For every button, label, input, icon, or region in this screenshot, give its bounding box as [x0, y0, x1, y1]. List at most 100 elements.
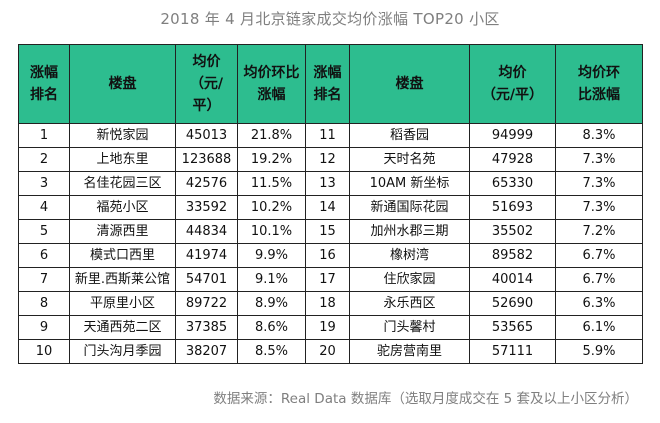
table-title: 2018 年 4 月北京链家成交均价涨幅 TOP20 小区 [160, 10, 500, 28]
change-cell: 7.3% [555, 195, 643, 220]
price-cell: 37385 [175, 315, 238, 340]
rank-cell: 2 [18, 147, 70, 172]
rank-cell: 19 [305, 315, 350, 340]
estate-name-cell: 平原里小区 [69, 291, 176, 316]
rank-cell: 14 [305, 195, 350, 220]
data-source-note: 数据来源：Real Data 数据库（选取月度成交在 5 套及以上小区分析） [213, 391, 638, 407]
change-cell: 9.9% [237, 243, 306, 268]
estate-name-cell: 稻香园 [349, 123, 470, 148]
table-row: 2 上地东里 123688 19.2% 12 天时名苑 47928 7.3% [18, 147, 643, 172]
price-cell: 65330 [469, 171, 556, 196]
table-row: 9 天通西苑二区 37385 8.6% 19 门头馨村 53565 6.1% [18, 315, 643, 340]
change-cell: 8.9% [237, 291, 306, 316]
change-cell: 19.2% [237, 147, 306, 172]
price-cell: 57111 [469, 339, 556, 364]
price-cell: 47928 [469, 147, 556, 172]
estate-name-cell: 住欣家园 [349, 267, 470, 292]
table-row: 5 清源西里 44834 10.1% 15 加州水郡三期 35502 7.2% [18, 219, 643, 244]
rank-cell: 6 [18, 243, 70, 268]
price-cell: 40014 [469, 267, 556, 292]
price-cell: 33592 [175, 195, 238, 220]
rank-cell: 5 [18, 219, 70, 244]
table-row: 8 平原里小区 89722 8.9% 18 永乐西区 52690 6.3% [18, 291, 643, 316]
header-row: 涨幅 排名 楼盘 均价 （元/平） 均价环比 涨幅 涨幅 排名 楼盘 均价 （元/平） 均… [18, 44, 643, 124]
estate-name-cell: 新通国际花园 [349, 195, 470, 220]
rank-cell: 1 [18, 123, 70, 148]
rank-cell: 7 [18, 267, 70, 292]
estate-name-cell: 模式口西里 [69, 243, 176, 268]
header-change: 均价环比涨幅 [237, 44, 306, 124]
rank-cell: 18 [305, 291, 350, 316]
estate-name-cell: 10AM 新坐标 [349, 171, 470, 196]
ranking-table: 涨幅 排名 楼盘 均价 （元/平） 均价环比 涨幅 涨幅 排名 楼盘 均价 （元/平） 均… [18, 44, 643, 364]
rank-cell: 17 [305, 267, 350, 292]
header-price: 均价 （元/平） [175, 44, 238, 124]
rank-cell: 10 [18, 339, 70, 364]
change-cell: 8.3% [555, 123, 643, 148]
change-cell: 10.2% [237, 195, 306, 220]
price-cell: 54701 [175, 267, 238, 292]
header-change: 均价环比涨幅 [555, 44, 643, 124]
estate-name-cell: 驼房营南里 [349, 339, 470, 364]
change-cell: 6.3% [555, 291, 643, 316]
header-rank: 涨幅 排名 [18, 44, 70, 124]
change-cell: 6.7% [555, 243, 643, 268]
header-price: 均价 （元/平） [469, 44, 556, 124]
price-cell: 94999 [469, 123, 556, 148]
change-cell: 10.1% [237, 219, 306, 244]
estate-name-cell: 天时名苑 [349, 147, 470, 172]
estate-name-cell: 名佳花园三区 [69, 171, 176, 196]
estate-name-cell: 清源西里 [69, 219, 176, 244]
header-estate: 楼盘 [69, 44, 176, 124]
rank-cell: 11 [305, 123, 350, 148]
price-cell: 42576 [175, 171, 238, 196]
estate-name-cell: 上地东里 [69, 147, 176, 172]
change-cell: 7.3% [555, 147, 643, 172]
rank-cell: 13 [305, 171, 350, 196]
estate-name-cell: 门头馨村 [349, 315, 470, 340]
rank-cell: 16 [305, 243, 350, 268]
estate-name-cell: 天通西苑二区 [69, 315, 176, 340]
change-cell: 8.6% [237, 315, 306, 340]
estate-name-cell: 门头沟月季园 [69, 339, 176, 364]
change-cell: 9.1% [237, 267, 306, 292]
change-cell: 21.8% [237, 123, 306, 148]
change-cell: 8.5% [237, 339, 306, 364]
price-cell: 53565 [469, 315, 556, 340]
price-cell: 38207 [175, 339, 238, 364]
rank-cell: 4 [18, 195, 70, 220]
table-row: 6 模式口西里 41974 9.9% 16 橡树湾 89582 6.7% [18, 243, 643, 268]
rank-cell: 20 [305, 339, 350, 364]
table-row: 1 新悦家园 45013 21.8% 11 稻香园 94999 8.3% [18, 123, 643, 148]
table-row: 3 名佳花园三区 42576 11.5% 13 10AM 新坐标 65330 7.3% [18, 171, 643, 196]
rank-cell: 8 [18, 291, 70, 316]
estate-name-cell: 新里.西斯莱公馆 [69, 267, 176, 292]
rank-cell: 3 [18, 171, 70, 196]
price-cell: 35502 [469, 219, 556, 244]
estate-name-cell: 福苑小区 [69, 195, 176, 220]
change-cell: 11.5% [237, 171, 306, 196]
header-rank: 涨幅 排名 [305, 44, 350, 124]
price-cell: 41974 [175, 243, 238, 268]
price-cell: 123688 [175, 147, 238, 172]
estate-name-cell: 永乐西区 [349, 291, 470, 316]
change-cell: 5.9% [555, 339, 643, 364]
estate-name-cell: 加州水郡三期 [349, 219, 470, 244]
price-cell: 52690 [469, 291, 556, 316]
rank-cell: 15 [305, 219, 350, 244]
table-row: 4 福苑小区 33592 10.2% 14 新通国际花园 51693 7.3% [18, 195, 643, 220]
header-estate: 楼盘 [349, 44, 470, 124]
price-cell: 51693 [469, 195, 556, 220]
price-cell: 45013 [175, 123, 238, 148]
estate-name-cell: 橡树湾 [349, 243, 470, 268]
change-cell: 7.3% [555, 171, 643, 196]
price-cell: 89722 [175, 291, 238, 316]
table-row: 10 门头沟月季园 38207 8.5% 20 驼房营南里 57111 5.9% [18, 339, 643, 364]
price-cell: 44834 [175, 219, 238, 244]
change-cell: 7.2% [555, 219, 643, 244]
table-row: 7 新里.西斯莱公馆 54701 9.1% 17 住欣家园 40014 6.7% [18, 267, 643, 292]
price-cell: 89582 [469, 243, 556, 268]
change-cell: 6.1% [555, 315, 643, 340]
change-cell: 6.7% [555, 267, 643, 292]
rank-cell: 9 [18, 315, 70, 340]
